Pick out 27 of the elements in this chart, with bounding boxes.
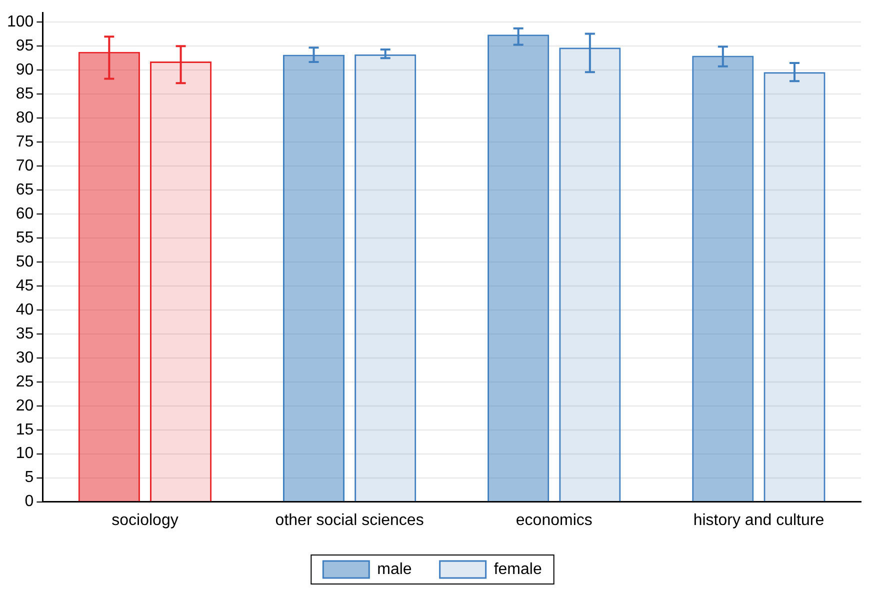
y-tick-label: 60 xyxy=(16,205,34,222)
y-tick-label: 20 xyxy=(16,397,34,414)
y-tick-label: 100 xyxy=(6,14,34,31)
y-tick-label: 95 xyxy=(16,38,34,55)
y-tick-label: 75 xyxy=(16,134,34,150)
legend-label: female xyxy=(494,560,542,578)
y-tick-label: 35 xyxy=(16,325,34,342)
x-tick-label: sociology xyxy=(112,512,178,529)
y-tick-label: 50 xyxy=(16,253,34,270)
y-tick-label: 80 xyxy=(16,110,34,127)
x-tick-label: economics xyxy=(516,512,592,529)
x-tick-label: other social sciences xyxy=(275,512,424,529)
y-tick-label: 65 xyxy=(16,181,34,198)
y-tick-label: 15 xyxy=(16,421,34,438)
y-tick-label: 85 xyxy=(16,86,34,103)
y-tick-label: 40 xyxy=(16,301,34,318)
y-tick-label: 55 xyxy=(16,229,34,246)
y-tick-label: 30 xyxy=(16,349,34,366)
y-tick-label: 10 xyxy=(16,445,34,462)
legend-label: male xyxy=(377,560,412,578)
x-tick-label: history and culture xyxy=(693,512,824,529)
y-tick-label: 90 xyxy=(16,62,34,79)
y-tick-label: 25 xyxy=(16,373,34,390)
y-tick-label: 5 xyxy=(24,469,34,486)
y-tick-label: 70 xyxy=(16,157,34,174)
y-tick-label: 0 xyxy=(24,493,34,510)
y-tick-label: 45 xyxy=(16,277,34,294)
